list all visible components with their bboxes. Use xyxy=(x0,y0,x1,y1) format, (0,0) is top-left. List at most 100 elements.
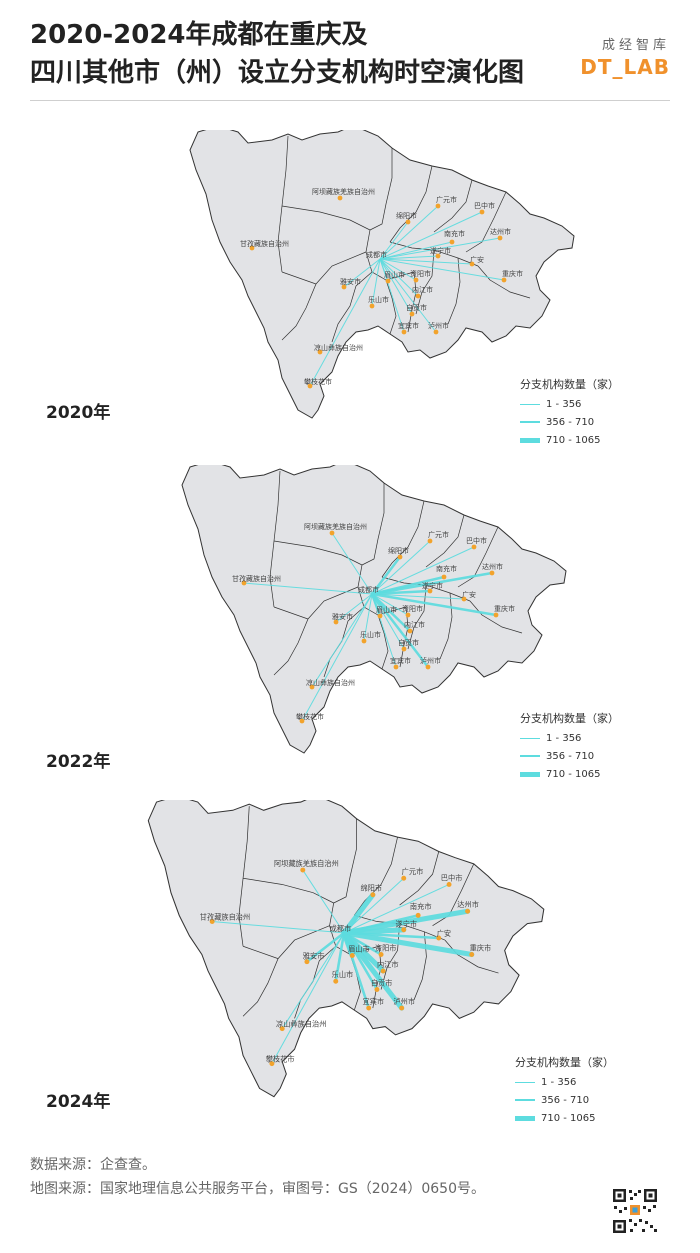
city-dot-liangshan xyxy=(279,1026,285,1032)
city-dot-aba xyxy=(300,867,306,873)
city-dot-aba xyxy=(329,530,335,536)
flow-line-mianyang xyxy=(341,892,376,936)
flow-line-guangan xyxy=(379,258,473,265)
city-dot-aba xyxy=(337,195,343,201)
map-source-note: 地图来源：国家地理信息公共服务平台，审图号：GS（2024）0650号。 xyxy=(30,1181,485,1197)
region-boundary xyxy=(273,540,363,588)
place-label-suining: 遂宁市 xyxy=(430,246,451,255)
region-boundary xyxy=(444,939,499,974)
legend-label: 356 - 710 xyxy=(546,416,595,428)
place-label-chengdu: 成都市 xyxy=(358,585,379,594)
city-dot-yibin xyxy=(393,664,399,670)
place-label-aba: 阿坝藏族羌族自治州 xyxy=(312,187,375,196)
flow-line-liangshan xyxy=(281,932,345,1030)
legend-item: 710 - 1065 xyxy=(520,765,619,783)
flow-line-zigong xyxy=(371,593,405,650)
region-boundary xyxy=(238,806,250,947)
province-outline xyxy=(189,130,575,419)
flow-line-guangan xyxy=(371,593,465,600)
city-dot-zigong xyxy=(401,646,407,652)
title-line-2: 四川其他市（州）设立分支机构时空演化图 xyxy=(30,58,525,88)
place-label-ziyang: 资阳市 xyxy=(410,269,431,278)
city-dot-meishan xyxy=(349,953,355,959)
legend-swatch xyxy=(515,1098,535,1102)
city-dot-liangshan xyxy=(317,349,323,355)
place-label-neijiang: 内江市 xyxy=(377,960,399,969)
city-dot-luzhou xyxy=(425,664,431,670)
place-label-chengdu: 成都市 xyxy=(366,250,387,259)
flow-line-leshan xyxy=(371,258,381,307)
place-label-mianyang: 绵阳市 xyxy=(396,211,417,220)
place-label-zigong: 自贡市 xyxy=(406,303,427,312)
region-boundary xyxy=(319,371,333,385)
place-label-garze: 甘孜藏族自治州 xyxy=(240,239,289,248)
region-boundary xyxy=(242,925,330,1017)
flow-line-bazhong xyxy=(343,883,450,934)
city-dot-meishan xyxy=(385,278,391,284)
place-label-yaan: 雅安市 xyxy=(332,612,353,621)
map-panel-2022: 阿坝藏族羌族自治州 甘孜藏族自治州 广元市 巴中市 绵阳市 南充市 达州市 成都市 遂宁市 广安雅… xyxy=(0,465,700,805)
flow-line-panzhihua xyxy=(301,593,373,722)
header-divider xyxy=(30,100,670,101)
data-source-note: 数据来源：企查查。 xyxy=(30,1157,156,1173)
place-label-yaan: 雅安市 xyxy=(303,952,325,961)
flow-line-bazhong xyxy=(379,211,483,260)
flow-line-panzhihua xyxy=(271,932,345,1065)
flow-line-guangyuan xyxy=(343,877,405,934)
legend-item: 356 - 710 xyxy=(520,747,619,765)
city-dot-suining xyxy=(427,588,433,594)
year-label: 2024年 xyxy=(46,1092,111,1112)
place-label-suining: 遂宁市 xyxy=(422,581,443,590)
flow-line-ziyang xyxy=(379,258,417,281)
place-label-bazhong: 巴中市 xyxy=(474,201,495,210)
flow-line-panzhihua xyxy=(309,258,381,387)
legend-title: 分支机构数量（家） xyxy=(515,1056,614,1069)
city-dot-guangyuan xyxy=(435,203,441,209)
legend-title: 分支机构数量（家） xyxy=(520,378,619,391)
city-dot-leshan xyxy=(369,303,375,309)
region-boundary xyxy=(457,526,499,588)
city-dot-mianyang xyxy=(370,892,376,898)
place-label-nanchong: 南充市 xyxy=(436,564,457,573)
place-label-chongqing: 重庆市 xyxy=(470,943,492,952)
city-dot-ziyang xyxy=(378,952,384,957)
place-label-leshan: 乐山市 xyxy=(360,630,381,639)
legend-label: 1 - 356 xyxy=(546,398,582,410)
flow-line-luzhou xyxy=(341,930,405,1011)
place-label-dazhou: 达州市 xyxy=(482,562,503,571)
place-label-dazhou: 达州市 xyxy=(490,227,511,236)
place-label-guangan: 广安 xyxy=(437,929,451,938)
city-dot-ziyang xyxy=(413,277,419,283)
place-label-garze: 甘孜藏族自治州 xyxy=(232,574,281,583)
place-label-liangshan: 凉山彝族自治州 xyxy=(314,343,363,352)
city-dot-guangan xyxy=(436,935,442,941)
city-dot-suining xyxy=(401,927,407,933)
region-boundary xyxy=(281,251,367,341)
place-label-bazhong: 巴中市 xyxy=(466,536,487,545)
city-dot-luzhou xyxy=(433,329,439,335)
region-boundary xyxy=(273,606,309,620)
flow-line-yibin xyxy=(342,931,371,1010)
place-label-chengdu: 成都市 xyxy=(330,924,352,933)
city-dot-bazhong xyxy=(471,544,477,550)
flow-line-neijiang xyxy=(379,258,419,297)
flow-line-dazhou xyxy=(379,237,501,260)
flow-line-yibin xyxy=(371,593,397,668)
legend-item: 356 - 710 xyxy=(520,413,619,431)
region-boundary xyxy=(433,179,473,233)
flow-line-guangyuan xyxy=(379,205,439,260)
page-title: 2020-2024年成都在重庆及 四川其他市（州）设立分支机构时空演化图 xyxy=(30,16,570,92)
flow-line-yaan xyxy=(335,593,373,623)
legend-swatch xyxy=(515,1115,535,1121)
place-label-aba: 阿坝藏族羌族自治州 xyxy=(304,522,367,531)
place-label-dazhou: 达州市 xyxy=(457,900,479,909)
flow-line-aba xyxy=(331,532,373,595)
brand-name-cn: 成经智库 xyxy=(601,38,670,53)
legend-item: 710 - 1065 xyxy=(515,1109,614,1127)
place-label-guangyuan: 广元市 xyxy=(428,530,449,539)
region-boundary xyxy=(407,584,427,650)
city-dot-suining xyxy=(435,253,441,259)
legend-swatch xyxy=(520,437,540,443)
place-label-garze: 甘孜藏族自治州 xyxy=(200,912,250,921)
